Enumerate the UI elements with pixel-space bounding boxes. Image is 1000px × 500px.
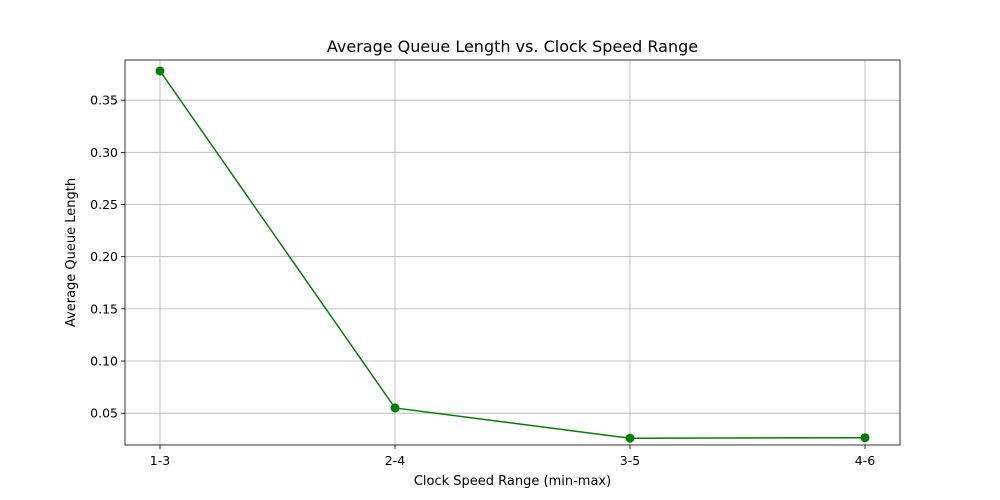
y-tick-label: 0.30 [90,145,118,160]
data-point [155,66,165,76]
x-tick-label: 3-5 [620,453,640,468]
series-layer [155,66,870,443]
y-tick-label: 0.25 [90,197,118,212]
x-tick-label: 1-3 [150,453,170,468]
y-tick-label: 0.35 [90,93,118,108]
data-point [860,433,870,443]
grid [125,60,900,445]
y-tick-label: 0.05 [90,406,118,421]
data-point [625,433,635,443]
x-tick-label: 2-4 [385,453,405,468]
ticks: 1-3 2-4 3-5 4-6 0.05 0.10 0.15 0.20 0.25 0.30 0.35 [90,93,875,468]
y-axis-label: Average Queue Length [64,178,79,327]
data-point [390,403,400,413]
y-tick-label: 0.15 [90,301,118,316]
series-line [159,70,866,439]
chart-title: Average Queue Length vs. Clock Speed Ran… [327,37,698,56]
y-tick-label: 0.20 [90,249,118,264]
x-tick-label: 4-6 [855,453,875,468]
x-axis-label: Clock Speed Range (min-max) [414,474,611,489]
y-tick-label: 0.10 [90,354,118,369]
plot-frame [124,59,901,446]
